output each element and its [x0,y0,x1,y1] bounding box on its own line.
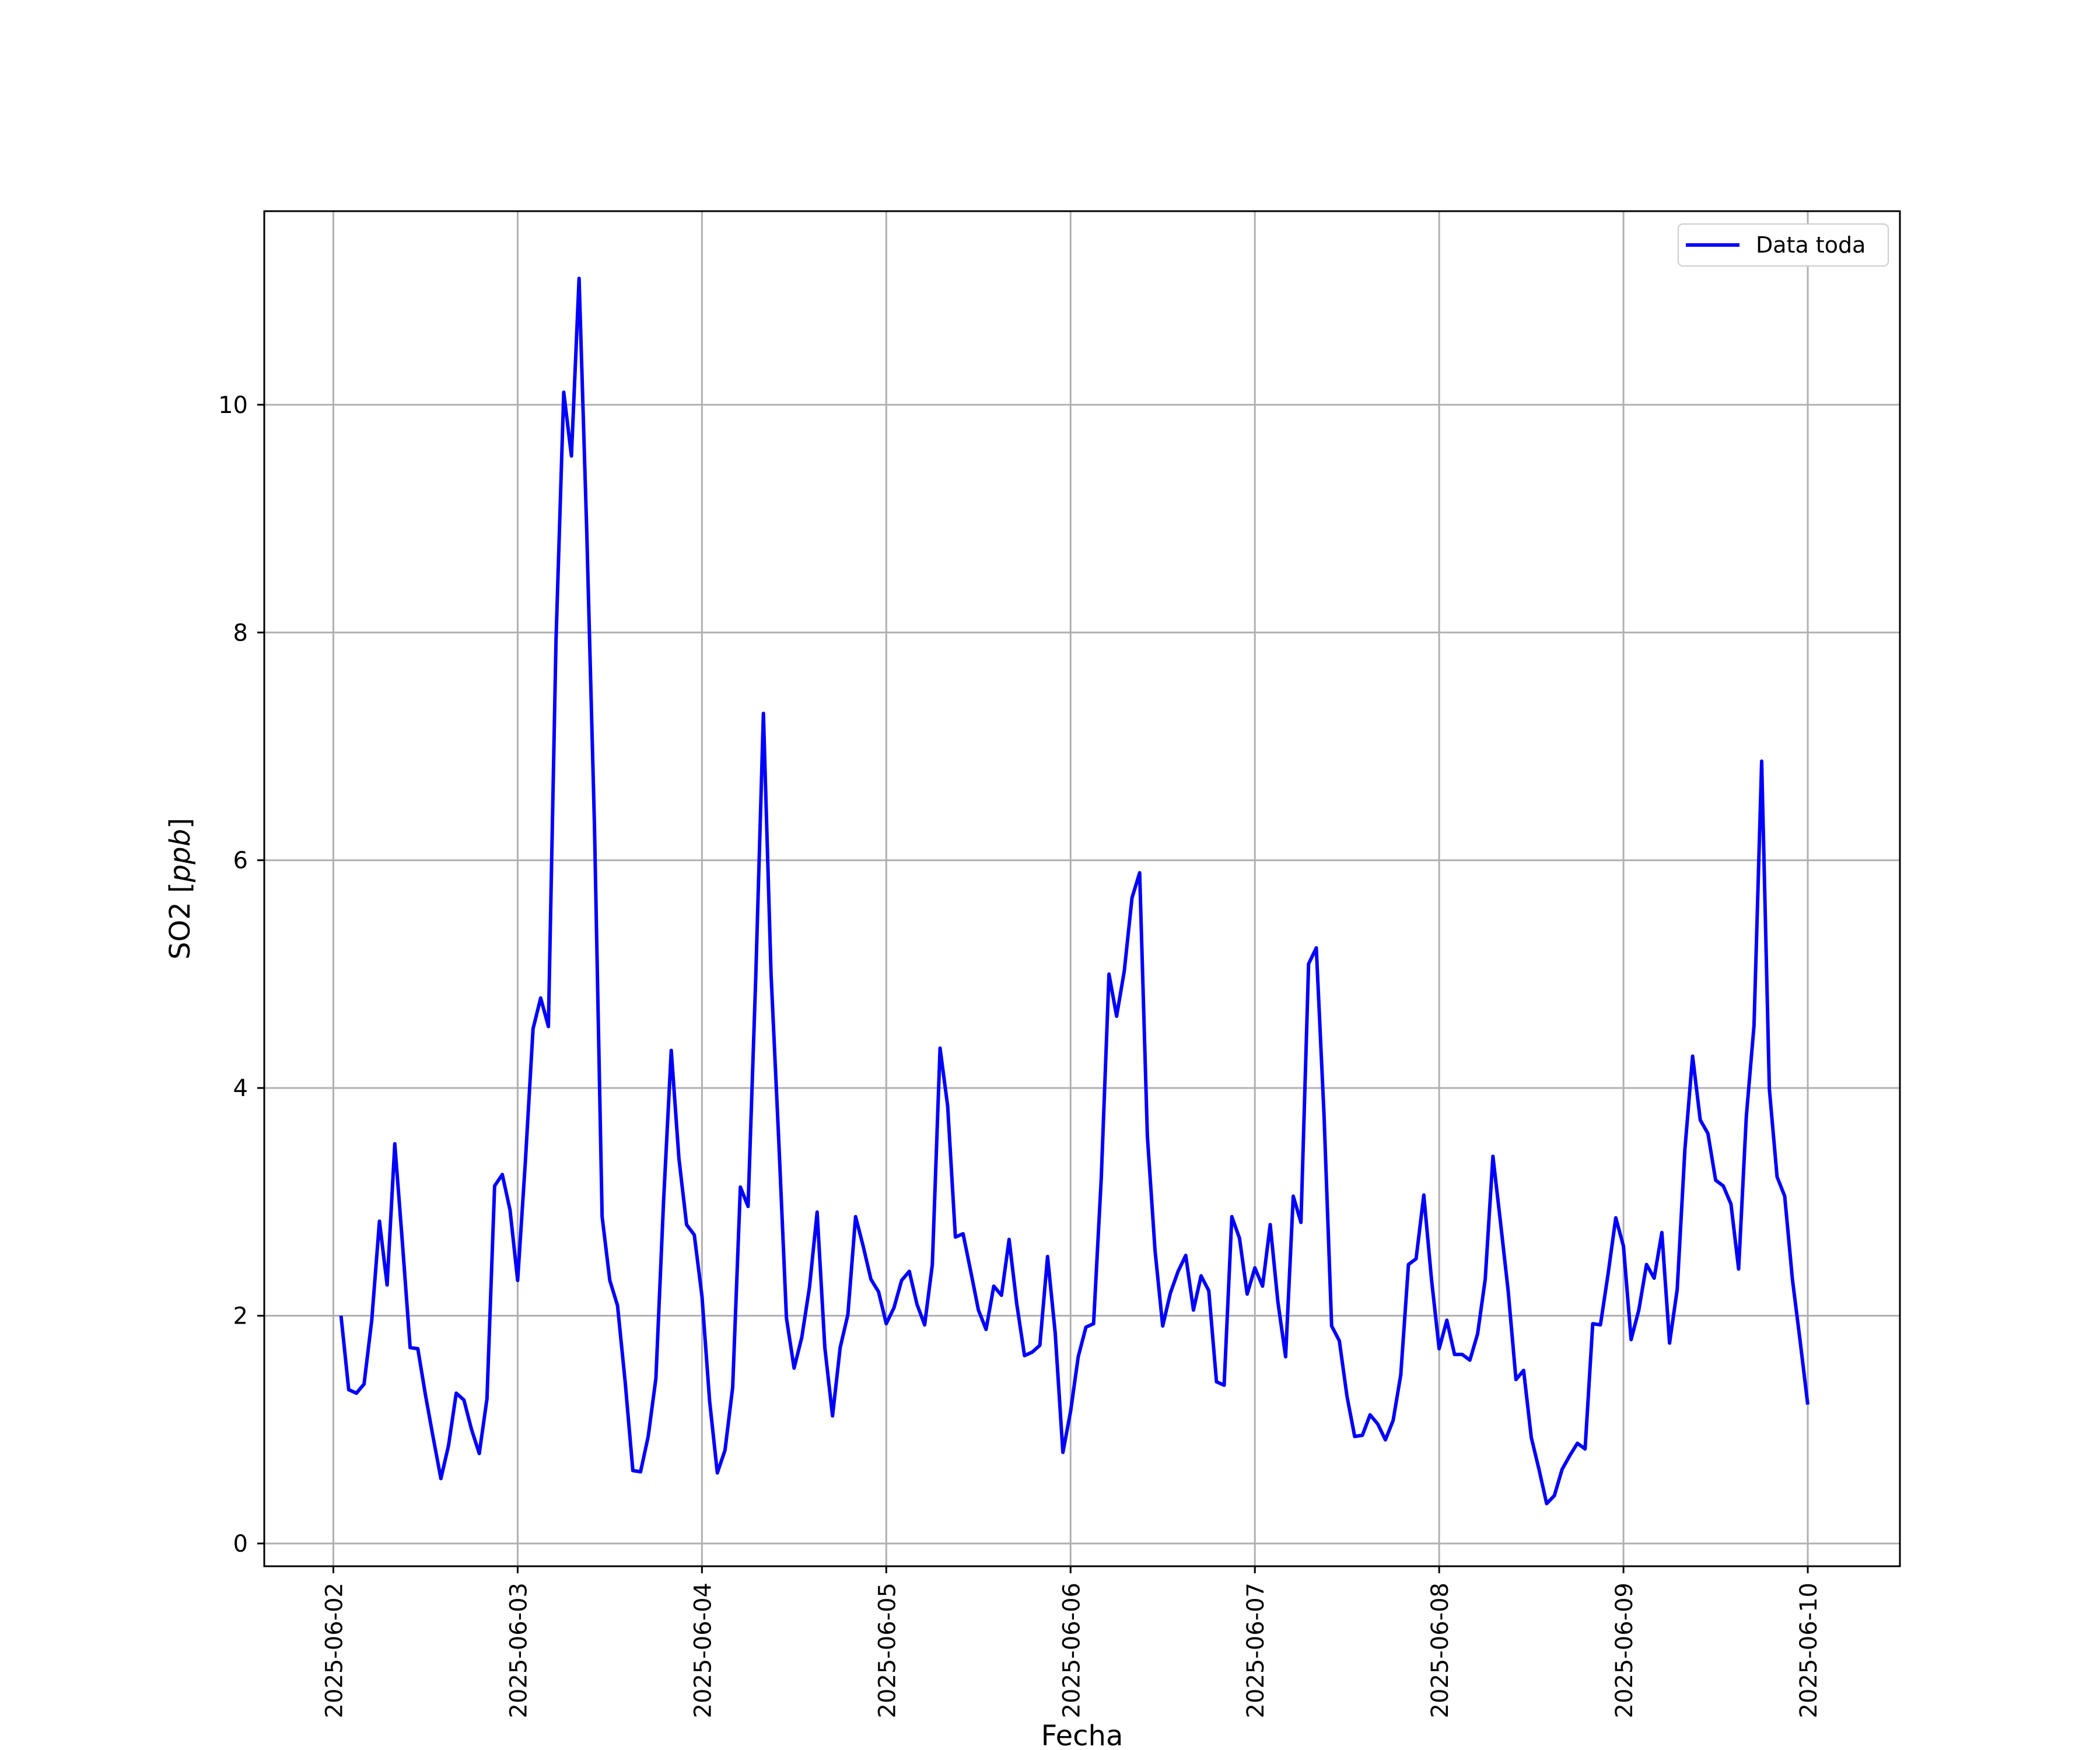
x-tick-label: 2025-06-08 [1427,1583,1454,1718]
x-tick-label: 2025-06-06 [1058,1583,1085,1718]
y-tick-label: 8 [233,620,248,646]
x-tick-label: 2025-06-07 [1242,1583,1269,1718]
x-tick-label: 2025-06-05 [874,1583,901,1718]
x-tick-label: 2025-06-04 [690,1583,716,1718]
x-tick-label: 2025-06-10 [1796,1583,1822,1718]
y-axis-label: SO2 [ppb] [164,818,197,960]
y-tick-label: 6 [233,848,248,874]
x-tick-label: 2025-06-03 [505,1583,532,1718]
y-tick-label: 10 [218,392,248,419]
y-axis-ticks: 0 2 4 6 8 10 [218,392,264,1558]
y-axis-label-end: ] [164,818,197,829]
series-group [339,276,1810,1506]
y-tick-label: 2 [233,1303,248,1330]
x-tick-label: 2025-06-02 [321,1583,348,1718]
y-tick-label: 0 [233,1531,248,1558]
series-line-0 [339,276,1810,1506]
legend-entry-data-toda: Data toda [1756,232,1866,258]
y-tick-label: 4 [233,1075,248,1102]
legend: Data toda [1678,223,1889,267]
x-axis-ticks: 2025-06-02 2025-06-03 2025-06-04 2025-06-05… [321,1566,1822,1718]
x-tick-label: 2025-06-09 [1611,1583,1638,1718]
legend-box [1678,223,1889,267]
grid-lines [264,211,1900,1566]
y-axis-label-unit: ppb [164,829,197,883]
x-axis-label: Fecha [1041,1720,1124,1750]
plot-frame [263,210,1901,1567]
y-axis-label-text: SO2 [ [164,882,197,960]
